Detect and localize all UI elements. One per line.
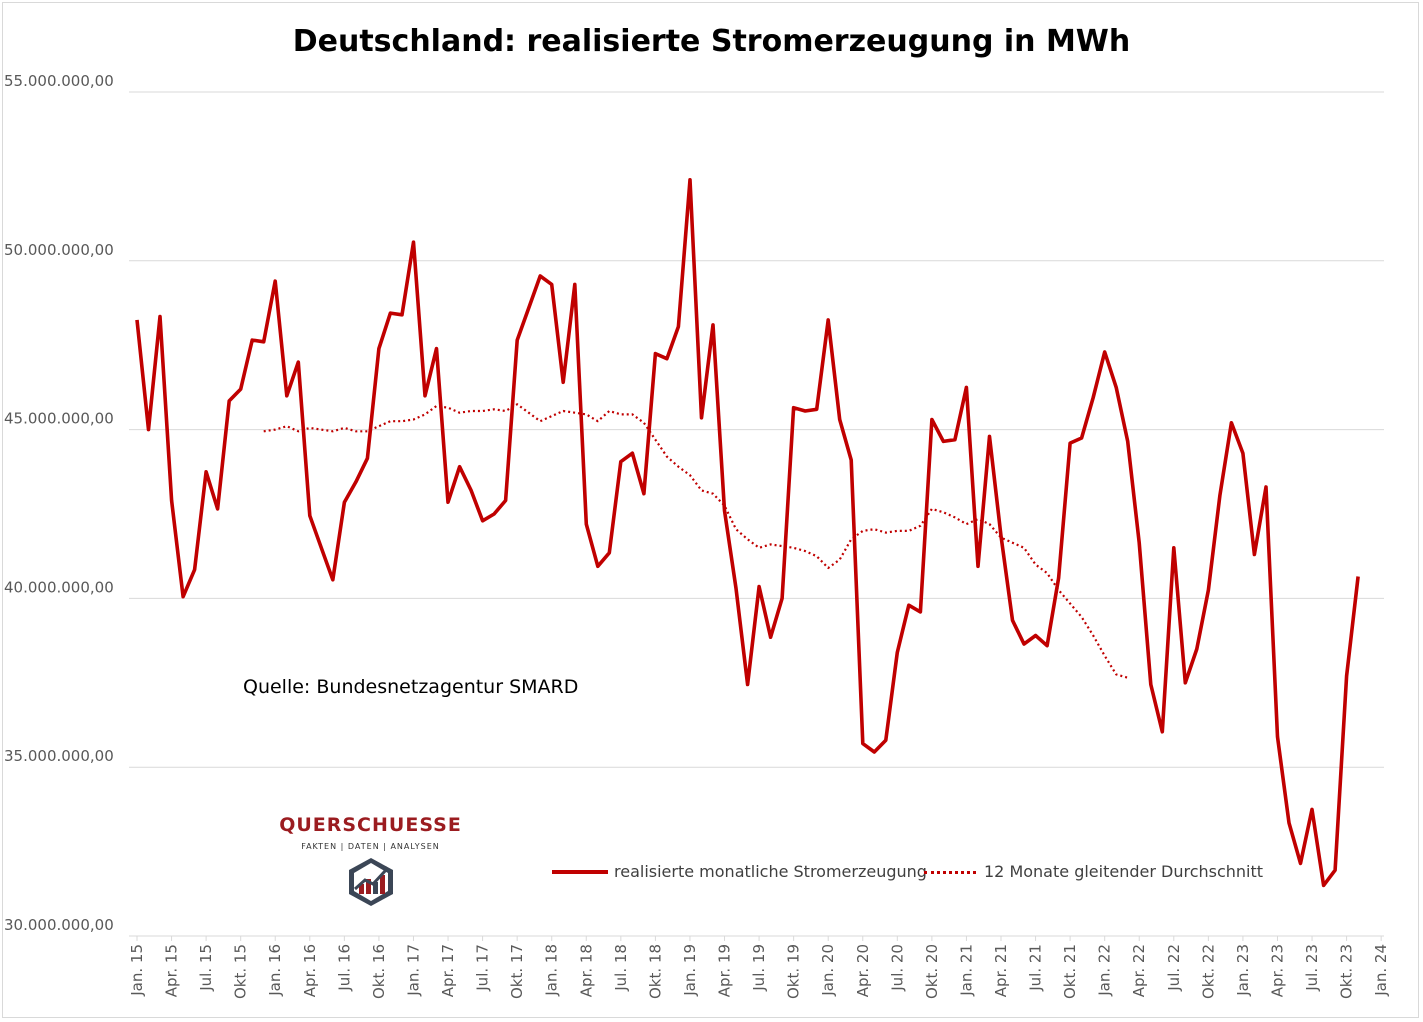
x-tick-label: Jul. 18 [612,944,630,992]
x-tick-label: Jul. 19 [750,944,768,992]
y-tick-label: 35.000.000,00 [4,747,114,765]
x-tick-label: Jan. 15 [128,944,146,997]
x-tick-label: Apr. 16 [301,944,319,997]
x-tick-label: Okt. 20 [923,944,941,999]
x-tick-label: Okt. 15 [232,944,250,999]
legend-swatch-dotted [924,871,976,874]
x-tick-label: Jul. 15 [197,944,215,992]
x-tick-label: Okt. 19 [785,944,803,999]
x-tick-label: Okt. 23 [1338,944,1356,999]
x-tick-label: Apr. 22 [1130,944,1148,997]
x-tick-label: Jan. 24 [1372,944,1390,997]
x-tick-label: Jan. 19 [681,944,699,997]
series-layer [135,178,1360,888]
chart-title: Deutschland: realisierte Stromerzeugung … [292,24,1131,59]
y-tick-label: 50.000.000,00 [4,241,114,259]
x-tick-label: Jan. 21 [957,944,975,997]
chart-trend-icon [349,858,393,906]
legend-label-monthly: realisierte monatliche Stromerzeugung [614,862,927,881]
x-tick-label: Jul. 21 [1027,944,1045,992]
x-tick-label: Okt. 21 [1061,944,1079,999]
x-tick-label: Okt. 17 [508,944,526,999]
x-tick-label: Jul. 23 [1303,944,1321,992]
x-tick-label: Apr. 15 [163,944,181,997]
x-tick-label: Apr. 19 [716,944,734,997]
y-tick-label: 30.000.000,00 [4,916,114,934]
x-tick-label: Jan. 20 [819,944,837,997]
legend-label-moving-average: 12 Monate gleitender Durchschnitt [984,862,1264,881]
x-tick-label: Okt. 18 [646,944,664,999]
x-tick-label: Jan. 17 [404,944,422,997]
series-line-monthly [135,178,1360,888]
x-tick-label: Jan. 23 [1234,944,1252,997]
querschuesse-logo: QUERSCHUESSE FAKTEN | DATEN | ANALYSEN [268,814,473,914]
x-tick-label: Apr. 18 [577,944,595,997]
x-tick-label: Apr. 21 [992,944,1010,997]
x-tick-label: Jan. 16 [266,944,284,997]
y-tick-label: 55.000.000,00 [4,72,114,90]
x-tick-label: Apr. 20 [854,944,872,997]
x-tick-label: Jul. 20 [888,944,906,992]
legend-swatch-solid [552,870,608,874]
x-tick-label: Apr. 17 [439,944,457,997]
x-tick-label: Okt. 16 [370,944,388,999]
y-axis-tick-labels: 30.000.000,00 35.000.000,00 40.000.000,00 4… [4,72,114,934]
x-tick-label: Jul. 16 [335,944,353,992]
x-axis-tick-labels: Jan. 15 Apr. 15 Jul. 15 Okt. 15 Jan. 16 Apr. … [128,944,1390,999]
x-tick-label: Okt. 22 [1199,944,1217,999]
y-tick-label: 45.000.000,00 [4,410,114,428]
gridlines [129,91,1384,941]
x-tick-label: Jan. 18 [543,944,561,997]
series-line-moving-average [263,403,1129,679]
logo-tagline: FAKTEN | DATEN | ANALYSEN [301,842,440,851]
y-tick-label: 40.000.000,00 [4,578,114,596]
x-tick-label: Apr. 23 [1268,944,1286,997]
logo-name: QUERSCHUESSE [279,814,462,836]
x-tick-label: Jan. 22 [1096,944,1114,997]
x-tick-label: Jul. 22 [1165,944,1183,992]
source-annotation: Quelle: Bundesnetzagentur SMARD [243,676,579,698]
x-tick-label: Jul. 17 [474,944,492,992]
